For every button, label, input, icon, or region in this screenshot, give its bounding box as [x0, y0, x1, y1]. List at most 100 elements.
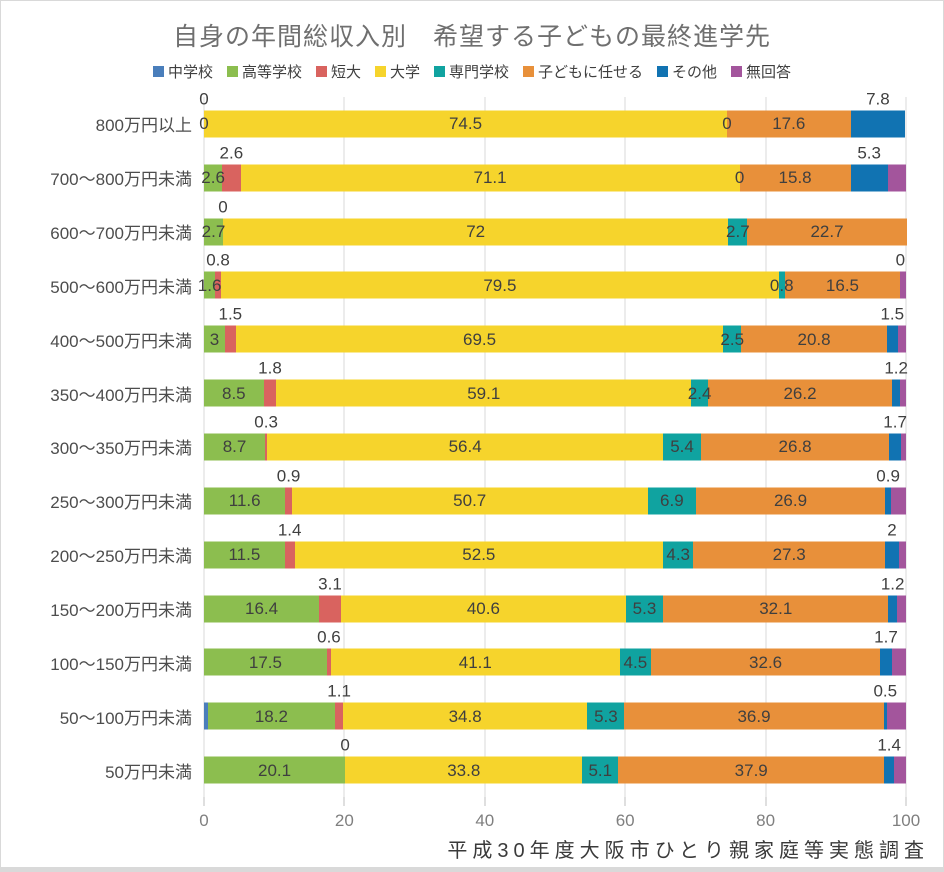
- data-label: 56.4: [448, 437, 482, 457]
- bar-segment: [204, 541, 285, 569]
- bar-track: 17.5 0.6 41.1 4.5 32.6 1.7: [204, 629, 906, 676]
- plot-area: 0 0 74.5 0 17.6 7.8 2.6 2.6 71.1 0 15.8 5.3 2.7 0 72 2.…: [198, 90, 908, 806]
- data-label: 2.5: [720, 329, 745, 349]
- data-label: 16.5: [825, 275, 860, 295]
- data-label: 72: [466, 222, 486, 242]
- bar-segment: [587, 702, 625, 730]
- bar-segment: [222, 218, 729, 246]
- bar-row: 11.5 1.4 52.5 4.3 27.3 2: [204, 521, 906, 582]
- data-label: 50.7: [453, 491, 487, 511]
- bar-segment: [204, 648, 327, 676]
- bar-segment: [708, 379, 892, 407]
- data-label: 4.3: [666, 545, 691, 565]
- data-label: 6.9: [660, 491, 684, 511]
- data-label: 5.3: [632, 599, 657, 619]
- data-label: 26.9: [773, 491, 808, 511]
- bar-segment: [263, 379, 277, 407]
- category-label: 50～100万円未満: [59, 708, 192, 728]
- legend-swatch: [657, 66, 669, 77]
- bar-segment: [331, 648, 620, 676]
- data-label: 36.9: [737, 706, 771, 726]
- data-label: 0: [734, 168, 745, 188]
- legend-item: 子どもに任せる: [523, 61, 643, 82]
- bar-segment: [696, 487, 885, 515]
- bar-row: 2.6 2.6 71.1 0 15.8 5.3: [201, 144, 906, 205]
- data-label: 0: [722, 114, 732, 134]
- data-label: 5.1: [588, 760, 613, 780]
- bar-segment: [276, 379, 692, 407]
- data-label: 5.3: [857, 143, 881, 163]
- bar-segment: [850, 110, 906, 138]
- bar-segment: [222, 164, 241, 192]
- bar-row: 18.2 1.1 34.8 5.3 36.9 0.5: [204, 683, 906, 743]
- axis-tick: [343, 797, 345, 806]
- axis-tick-label: 0: [199, 811, 209, 830]
- bar-segment: [335, 702, 343, 730]
- data-label: 17.6: [772, 114, 806, 134]
- bar-segment: [701, 433, 890, 461]
- bar-track: 11.6 0.9 50.7 6.9 26.9 0.9: [204, 467, 906, 515]
- data-label: 11.6: [228, 491, 261, 511]
- bar-segment: [693, 541, 885, 569]
- bar-segment: [291, 487, 648, 515]
- bar-segment: [880, 648, 892, 676]
- bar-segment: [691, 379, 709, 407]
- bar-segment: [884, 487, 892, 515]
- category-label: 50万円未満: [105, 762, 192, 782]
- data-label: 26.8: [778, 437, 812, 457]
- chart-source-caption: 平成30年度大阪市ひとり親家庭等実態調査: [447, 840, 929, 862]
- data-label: 1.1: [327, 681, 351, 701]
- data-label: 0: [199, 114, 209, 134]
- chart-legend: 中学校 高等学校 短大 大学 専門学校 子どもに任せる その他 無回答: [1, 61, 943, 82]
- bar-row: 17.5 0.6 41.1 4.5 32.6 1.7: [204, 629, 906, 689]
- bar-track: 2.7 0 72 2.7 22.7: [201, 198, 907, 246]
- data-label: 4.5: [623, 652, 648, 672]
- data-label: 17.5: [248, 652, 282, 672]
- category-label: 300～350万円未満: [50, 439, 192, 459]
- data-label: 0: [199, 89, 209, 109]
- legend-item-label: 無回答: [746, 64, 792, 81]
- bar-segment: [319, 595, 341, 623]
- legend-item-label: 中学校: [167, 64, 213, 81]
- data-label: 2.7: [201, 222, 226, 242]
- category-label: 600～700万円未満: [50, 224, 192, 244]
- data-label: 2.6: [201, 168, 225, 188]
- legend-item-label: 高等学校: [241, 64, 302, 81]
- data-label: 59.1: [467, 383, 501, 403]
- bar-segment: [204, 218, 223, 246]
- bar-row: 20.1 0 33.8 5.1 37.9 1.4: [204, 737, 906, 797]
- bar-segment: [582, 756, 619, 784]
- bar-segment: [883, 702, 888, 730]
- data-label: 0.6: [317, 627, 341, 647]
- data-label: 33.8: [447, 760, 481, 780]
- bar-segment: [624, 702, 884, 730]
- legend-item: 高等学校: [226, 61, 302, 82]
- bar-segment: [204, 433, 266, 461]
- data-label: 37.9: [734, 760, 768, 780]
- bar-segment: [726, 110, 851, 138]
- data-label: 26.2: [783, 383, 817, 403]
- bar-segment: [204, 756, 346, 784]
- bar-segment: [215, 271, 221, 299]
- legend-item-label: 大学: [389, 64, 420, 81]
- data-label: 8.5: [222, 383, 246, 403]
- bar-segment: [728, 218, 748, 246]
- category-axis: 800万円以上 700～800万円未満 600～700万円未満 500～600万円未満…: [1, 97, 197, 797]
- bar-rows: 0 0 74.5 0 17.6 7.8 2.6 2.6 71.1 0 15.8 5.3 2.7 0 72 2.…: [198, 90, 908, 797]
- bar-track: 20.1 0 33.8 5.1 37.9 1.4: [204, 737, 906, 784]
- data-label: 15.8: [778, 168, 812, 188]
- bar-segment: [265, 433, 268, 461]
- bar-segment: [207, 702, 336, 730]
- category-label: 100～150万円未満: [50, 654, 192, 674]
- legend-item-label: 専門学校: [449, 64, 510, 81]
- bar-segment: [891, 379, 901, 407]
- bar-segment: [891, 648, 906, 676]
- data-label: 79.5: [483, 275, 517, 295]
- bar-track: 8.7 0.3 56.4 5.4 26.8 1.7: [204, 413, 907, 461]
- legend-swatch: [434, 66, 445, 77]
- bar-segment: [896, 595, 906, 623]
- data-label: 34.8: [448, 706, 482, 726]
- bar-segment: [204, 702, 208, 730]
- data-label: 0: [895, 250, 906, 270]
- data-label: 3: [209, 329, 220, 349]
